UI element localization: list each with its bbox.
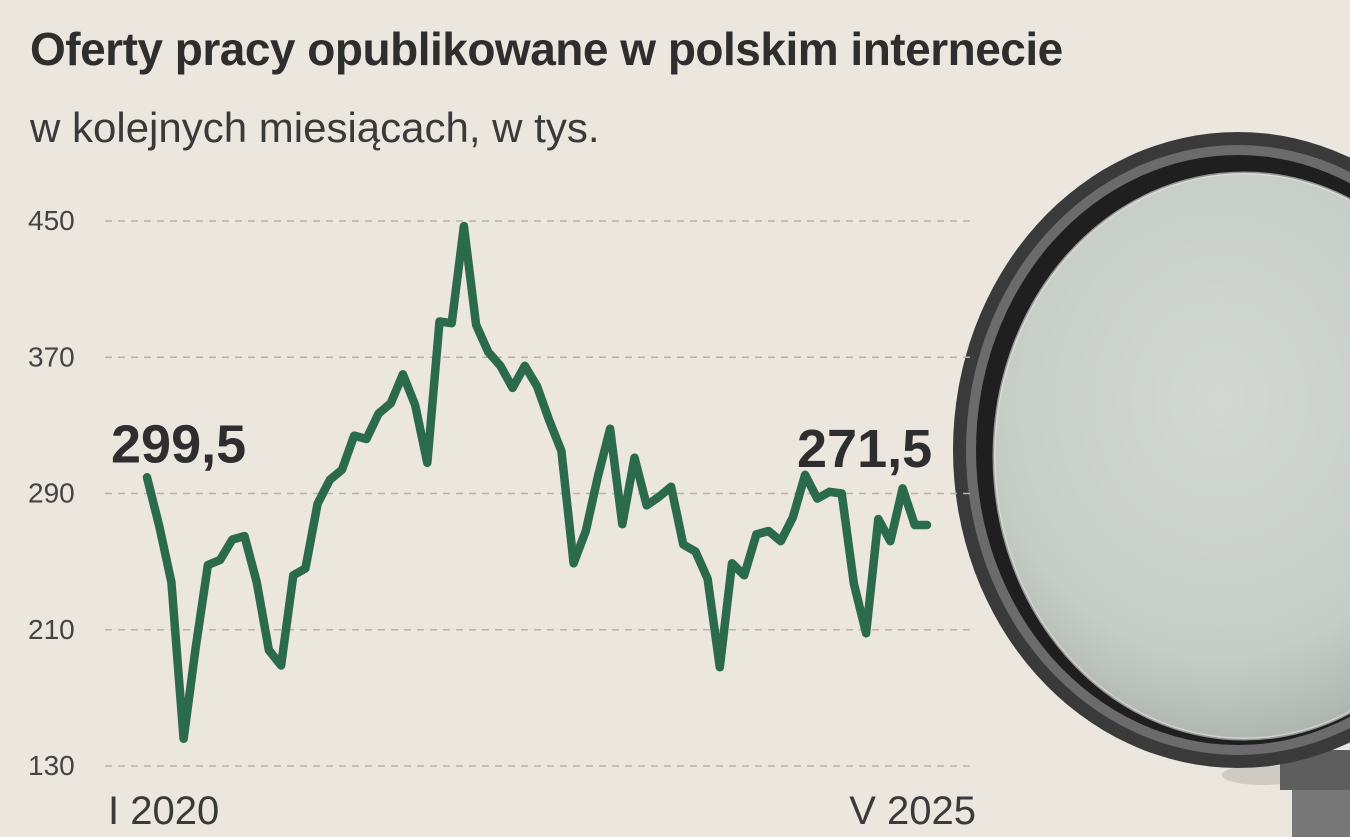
data-point [242,534,247,539]
data-point [449,321,454,326]
y-tick-label: 370 [28,341,75,372]
data-point [656,494,661,499]
data-point [340,467,344,472]
data-point [254,580,259,585]
data-point [169,580,174,585]
y-tick-label: 290 [28,478,75,509]
data-point [778,539,783,544]
data-point [193,644,198,649]
data-point [815,496,820,501]
data-point [547,418,552,423]
data-point [693,549,698,554]
data-point [266,648,271,653]
data-point [790,515,795,520]
data-point [498,363,503,368]
data-point [669,484,674,489]
y-tick-label: 210 [28,614,75,645]
data-point [766,528,771,533]
chart-subtitle: w kolejnych miesiącach, w tys. [30,104,600,151]
data-point [839,491,844,496]
data-point [218,557,223,562]
data-point [912,523,917,528]
data-point [486,350,491,355]
data-point [364,437,369,441]
data-point [681,542,686,547]
data-point [754,532,759,537]
data-point [157,523,162,528]
data-point [705,576,710,581]
data-point [900,486,905,491]
data-point [510,385,515,390]
data-point [730,561,734,566]
data-point [437,319,442,324]
data-point [291,573,296,578]
data-point [388,401,393,406]
series-line [142,221,932,744]
data-point [522,363,527,368]
value-callout: 299,5 [111,414,246,474]
data-point [888,539,893,544]
data-point [400,372,405,377]
data-point [925,523,929,528]
chart-title: Oferty pracy opublikowane w polskim inte… [30,23,1063,75]
data-point [145,475,149,480]
data-point [632,455,637,460]
data-point [461,224,466,229]
data-point [315,501,320,506]
data-point [864,631,869,636]
data-point [303,566,308,571]
data-point [559,448,564,453]
data-point [827,489,832,494]
data-point [571,561,576,566]
data-point [474,322,479,327]
data-point [376,411,381,416]
data-point [803,472,808,477]
magnifying-glass-illustration [953,132,1350,837]
data-point [230,537,235,542]
data-point [742,573,747,578]
data-point [851,581,856,586]
data-point [876,517,881,522]
data-point [352,433,357,438]
data-point [644,503,649,508]
x-label-start: I 2020 [108,789,219,833]
data-point [279,663,284,668]
data-point [535,384,539,389]
series-points [145,224,929,741]
data-point [595,474,600,479]
data-point [327,477,332,482]
data-point [583,528,588,533]
data-point [717,665,722,670]
y-tick-label: 130 [28,750,75,781]
data-point [181,736,186,741]
x-axis-labels: I 2020 V 2025 [108,789,976,833]
data-point [608,426,613,431]
x-label-end: V 2025 [849,789,976,833]
data-point [620,522,625,527]
data-point [425,460,430,465]
data-point [205,563,210,568]
y-tick-label: 450 [28,205,75,236]
y-axis-tick-labels: 450 370 290 210 130 [28,205,75,781]
data-point [413,402,418,407]
chart-gridlines [105,220,975,767]
value-callouts: 299,5 271,5 [111,414,932,479]
value-callout: 271,5 [797,419,932,479]
